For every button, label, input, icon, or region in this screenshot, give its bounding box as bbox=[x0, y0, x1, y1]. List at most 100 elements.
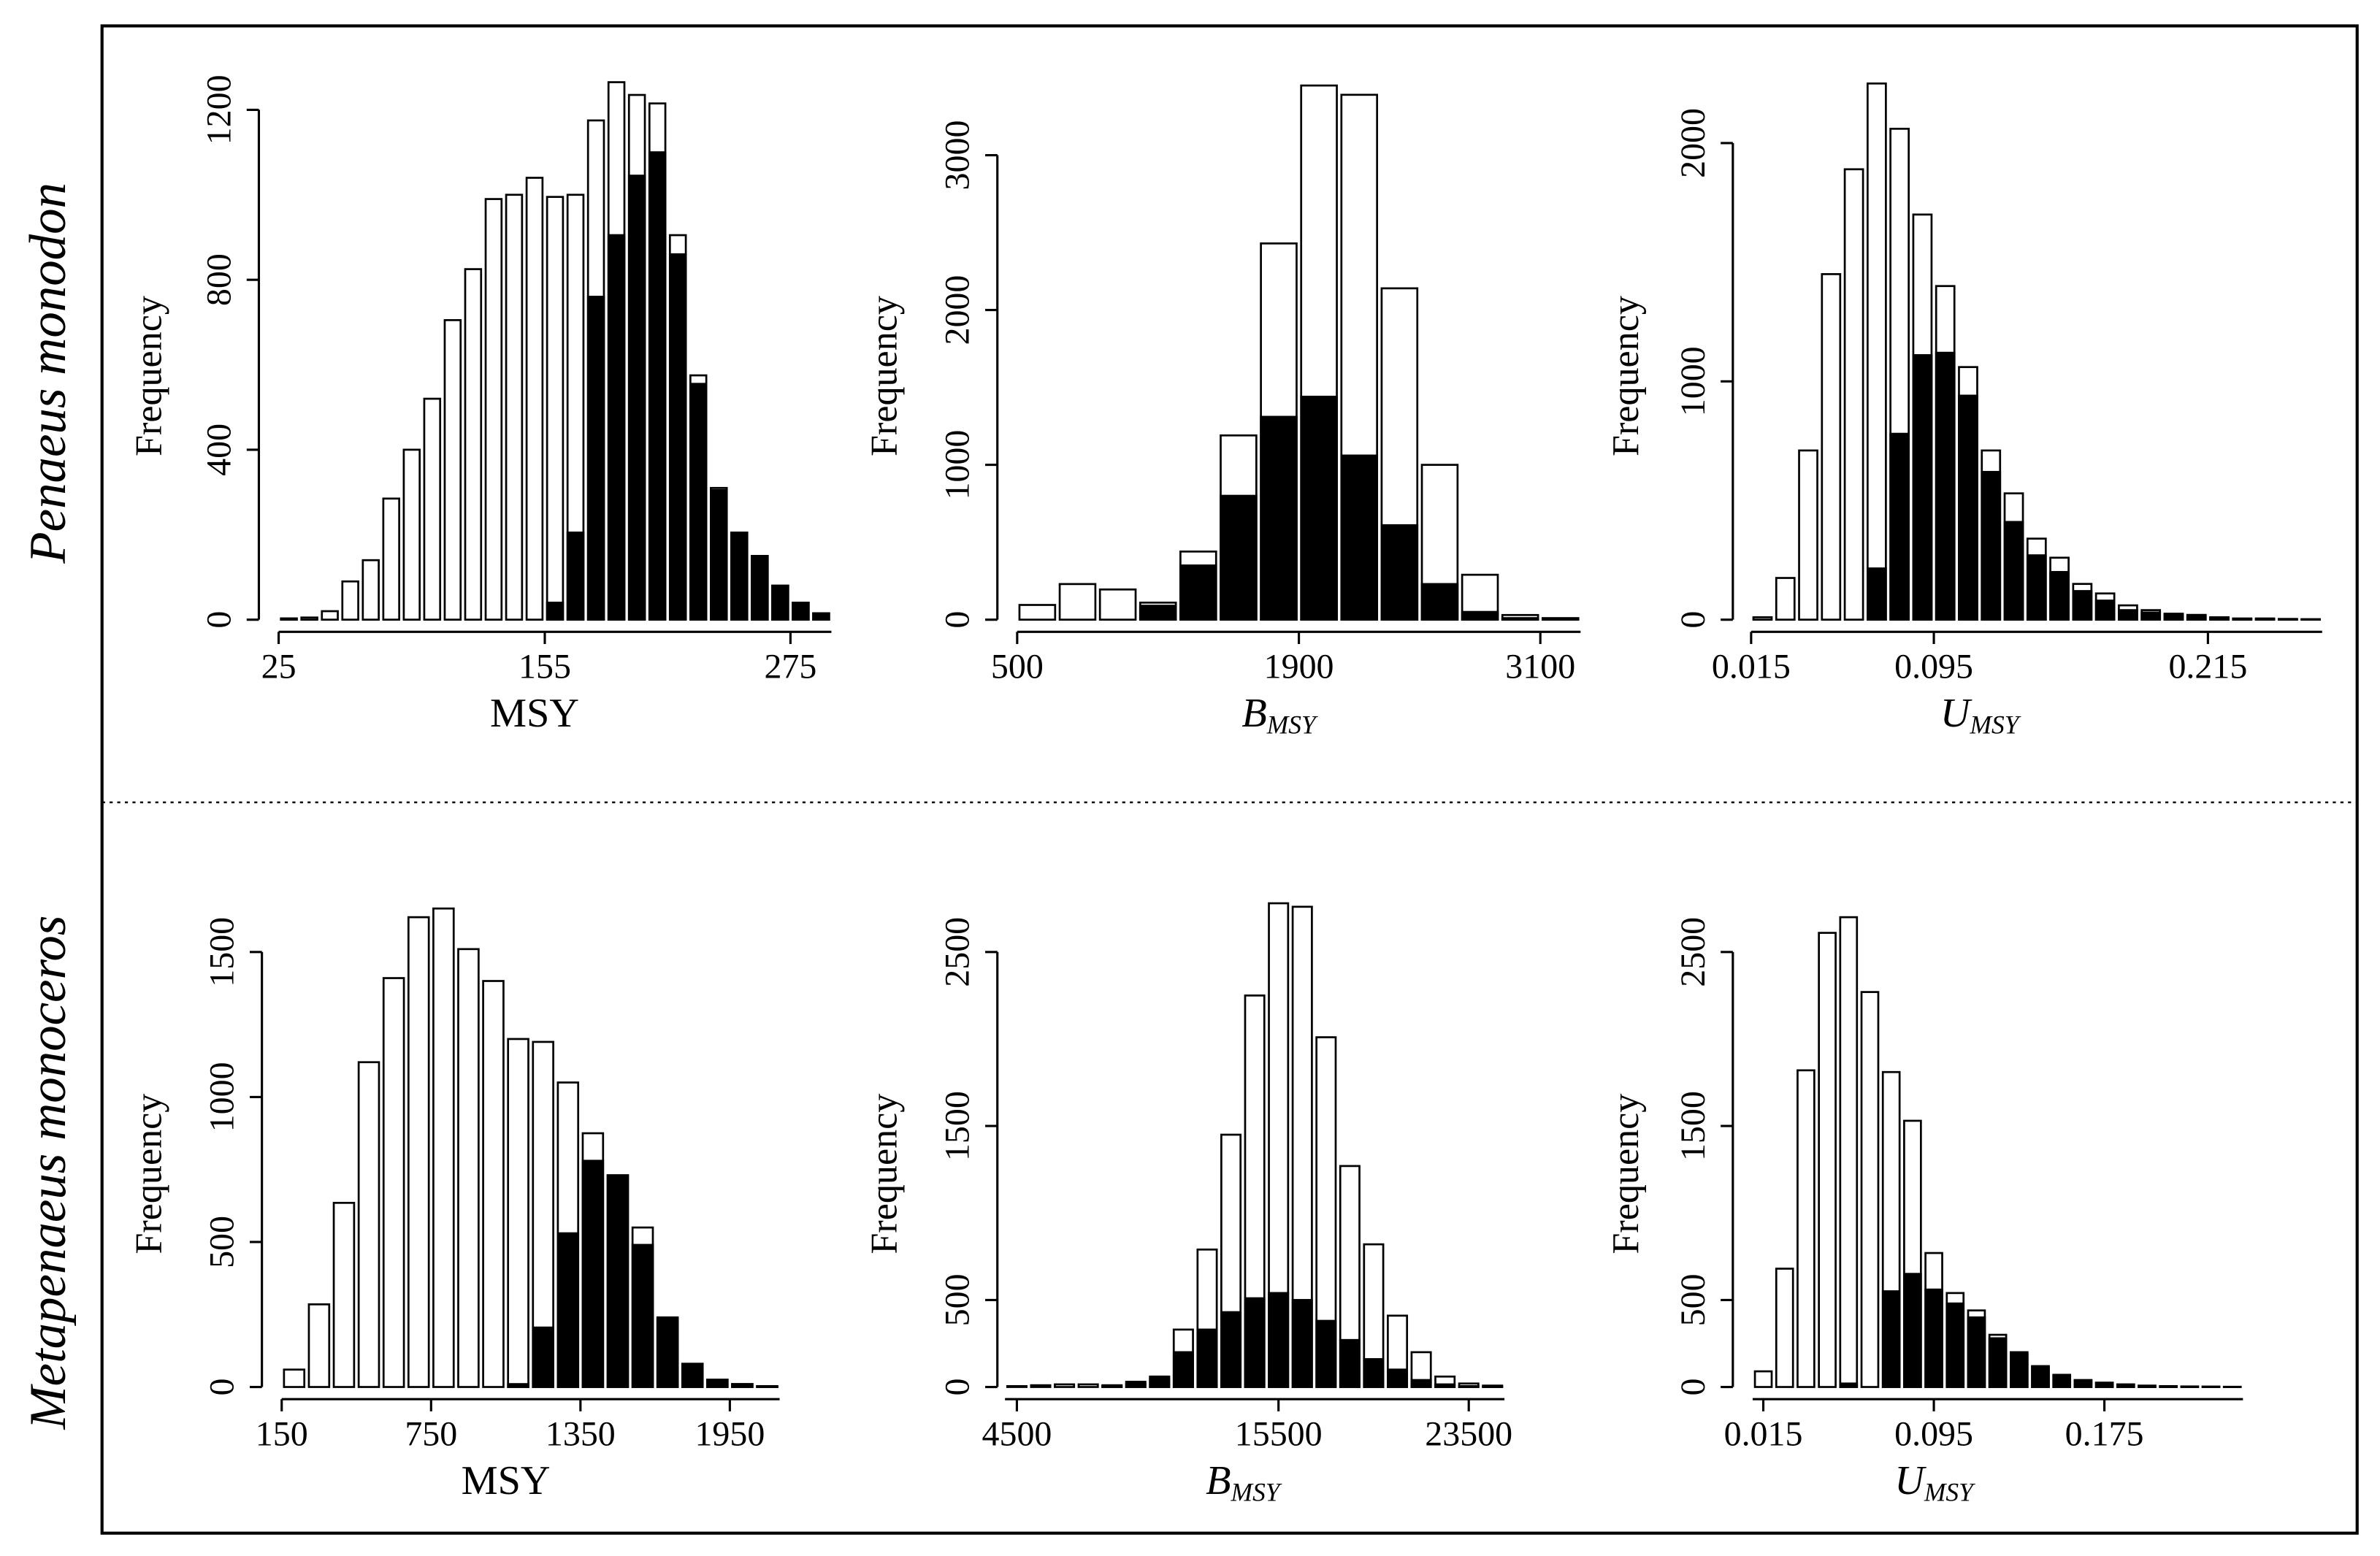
bar bbox=[1172, 1351, 1194, 1388]
y-tick-label: 3000 bbox=[938, 120, 977, 191]
x-tick-label: 155 bbox=[519, 647, 571, 686]
bar bbox=[1821, 273, 1842, 621]
y-tick-label: 1000 bbox=[203, 1062, 242, 1132]
bar bbox=[2138, 1384, 2157, 1388]
bar bbox=[280, 617, 298, 621]
y-tick-label: 400 bbox=[199, 424, 238, 476]
bar bbox=[771, 584, 789, 621]
bar bbox=[1260, 415, 1298, 621]
bar bbox=[1912, 354, 1933, 621]
x-axis-label-main: U bbox=[1940, 691, 1973, 736]
y-tick-label: 2000 bbox=[938, 275, 977, 345]
bar bbox=[482, 980, 505, 1388]
bar bbox=[1903, 1273, 1922, 1388]
x-axis-label-subscript: MSY bbox=[1924, 1478, 1975, 1507]
bar bbox=[357, 1061, 380, 1388]
x-tick-label: 15500 bbox=[1235, 1414, 1323, 1453]
bar bbox=[546, 602, 565, 621]
x-tick-label: 23500 bbox=[1425, 1414, 1512, 1453]
bar bbox=[1220, 494, 1258, 621]
x-tick-label: 4500 bbox=[982, 1414, 1052, 1453]
bar bbox=[586, 296, 605, 621]
bar bbox=[812, 612, 830, 621]
bar bbox=[581, 1160, 605, 1388]
row-label: Metapenaeus monoceros bbox=[20, 916, 77, 1430]
y-axis-label: Frequency bbox=[128, 296, 169, 456]
bar bbox=[2031, 1365, 2050, 1388]
bar bbox=[1058, 583, 1097, 621]
y-tick-label: 0 bbox=[938, 1379, 977, 1396]
bar bbox=[507, 1383, 529, 1388]
bar bbox=[2072, 590, 2093, 621]
bar bbox=[1179, 564, 1217, 621]
x-axis-label: MSY bbox=[490, 691, 579, 736]
x-tick-label: 0.095 bbox=[1894, 647, 1973, 686]
bar bbox=[407, 916, 430, 1388]
bar bbox=[1339, 1338, 1361, 1388]
bar bbox=[2140, 611, 2162, 621]
bar bbox=[1988, 1337, 2008, 1388]
bar bbox=[2254, 618, 2276, 621]
bar bbox=[731, 1383, 754, 1388]
bar bbox=[300, 616, 318, 621]
x-tick-label: 0.095 bbox=[1894, 1414, 1973, 1453]
y-tick-label: 0 bbox=[938, 611, 977, 629]
bar bbox=[689, 383, 708, 621]
bar bbox=[1839, 1382, 1859, 1388]
bar bbox=[1420, 583, 1459, 621]
bar bbox=[2052, 1374, 2072, 1388]
y-tick-label: 500 bbox=[1674, 1273, 1713, 1326]
x-axis-label-main: MSY bbox=[462, 1458, 551, 1503]
bar bbox=[464, 268, 483, 621]
y-tick-label: 1200 bbox=[199, 74, 238, 145]
bar bbox=[1501, 617, 1539, 621]
y-axis-label: Frequency bbox=[1605, 1094, 1647, 1254]
bar bbox=[457, 948, 480, 1388]
x-axis-label-main: B bbox=[1241, 691, 1266, 736]
bar bbox=[423, 397, 442, 621]
bar bbox=[2118, 609, 2138, 621]
bar bbox=[1867, 82, 1887, 621]
bar bbox=[1818, 932, 1837, 1388]
y-tick-label: 1500 bbox=[1674, 1091, 1713, 1161]
bar bbox=[756, 1384, 778, 1388]
bar bbox=[1981, 470, 2002, 621]
bar bbox=[627, 175, 646, 621]
bar bbox=[607, 234, 626, 621]
bar bbox=[710, 488, 728, 621]
bar bbox=[706, 1379, 729, 1388]
bar bbox=[1410, 1379, 1432, 1388]
bar bbox=[1006, 1384, 1028, 1388]
x-axis-label: BMSY bbox=[1206, 1458, 1282, 1507]
bar bbox=[1860, 991, 1880, 1388]
bar bbox=[2094, 1381, 2114, 1388]
y-tick-label: 0 bbox=[199, 611, 238, 629]
bar bbox=[1220, 1311, 1242, 1388]
bar bbox=[2026, 554, 2047, 621]
bar bbox=[1752, 616, 1773, 621]
bar bbox=[1461, 610, 1499, 621]
bar bbox=[1244, 1297, 1266, 1388]
y-tick-label: 2000 bbox=[1674, 108, 1713, 178]
bar bbox=[751, 555, 769, 621]
bar bbox=[525, 177, 544, 621]
bar bbox=[2209, 616, 2230, 621]
bar bbox=[1363, 1358, 1385, 1388]
x-tick-label: 0.175 bbox=[2065, 1414, 2144, 1453]
bar bbox=[402, 448, 421, 621]
x-tick-label: 1900 bbox=[1264, 647, 1334, 686]
bar bbox=[1077, 1383, 1099, 1388]
bar bbox=[1018, 604, 1057, 621]
y-tick-label: 0 bbox=[1674, 1379, 1713, 1396]
bar bbox=[1881, 1290, 1901, 1388]
bar bbox=[1340, 454, 1379, 621]
x-axis-label-subscript: MSY bbox=[1969, 710, 2021, 740]
bar bbox=[2010, 1352, 2029, 1388]
bar bbox=[1798, 449, 1818, 621]
bar bbox=[1958, 394, 1978, 621]
bar bbox=[432, 907, 455, 1388]
bar bbox=[1775, 577, 1796, 621]
bar bbox=[566, 532, 585, 621]
y-tick-label: 1000 bbox=[938, 430, 977, 500]
bar bbox=[1967, 1316, 1986, 1388]
